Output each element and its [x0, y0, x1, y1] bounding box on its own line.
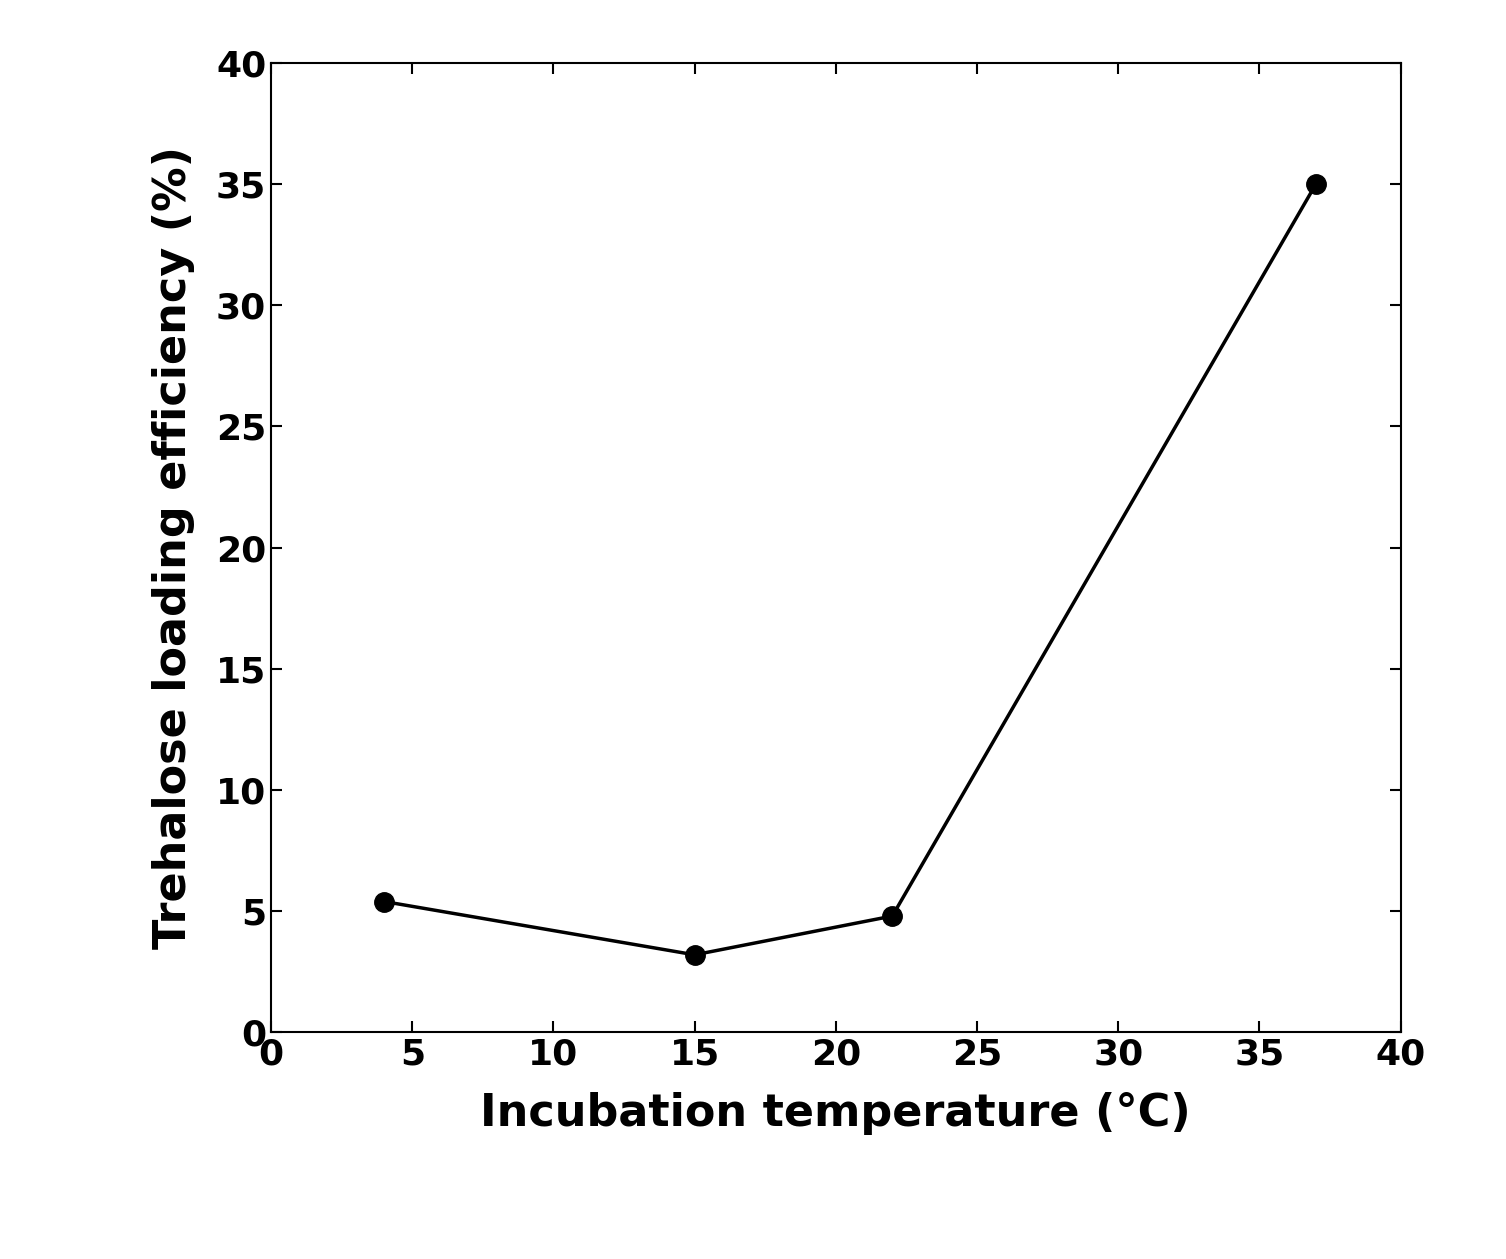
Y-axis label: Trehalose loading efficiency (%): Trehalose loading efficiency (%) [152, 146, 196, 949]
X-axis label: Incubation temperature (°C): Incubation temperature (°C) [480, 1092, 1191, 1136]
